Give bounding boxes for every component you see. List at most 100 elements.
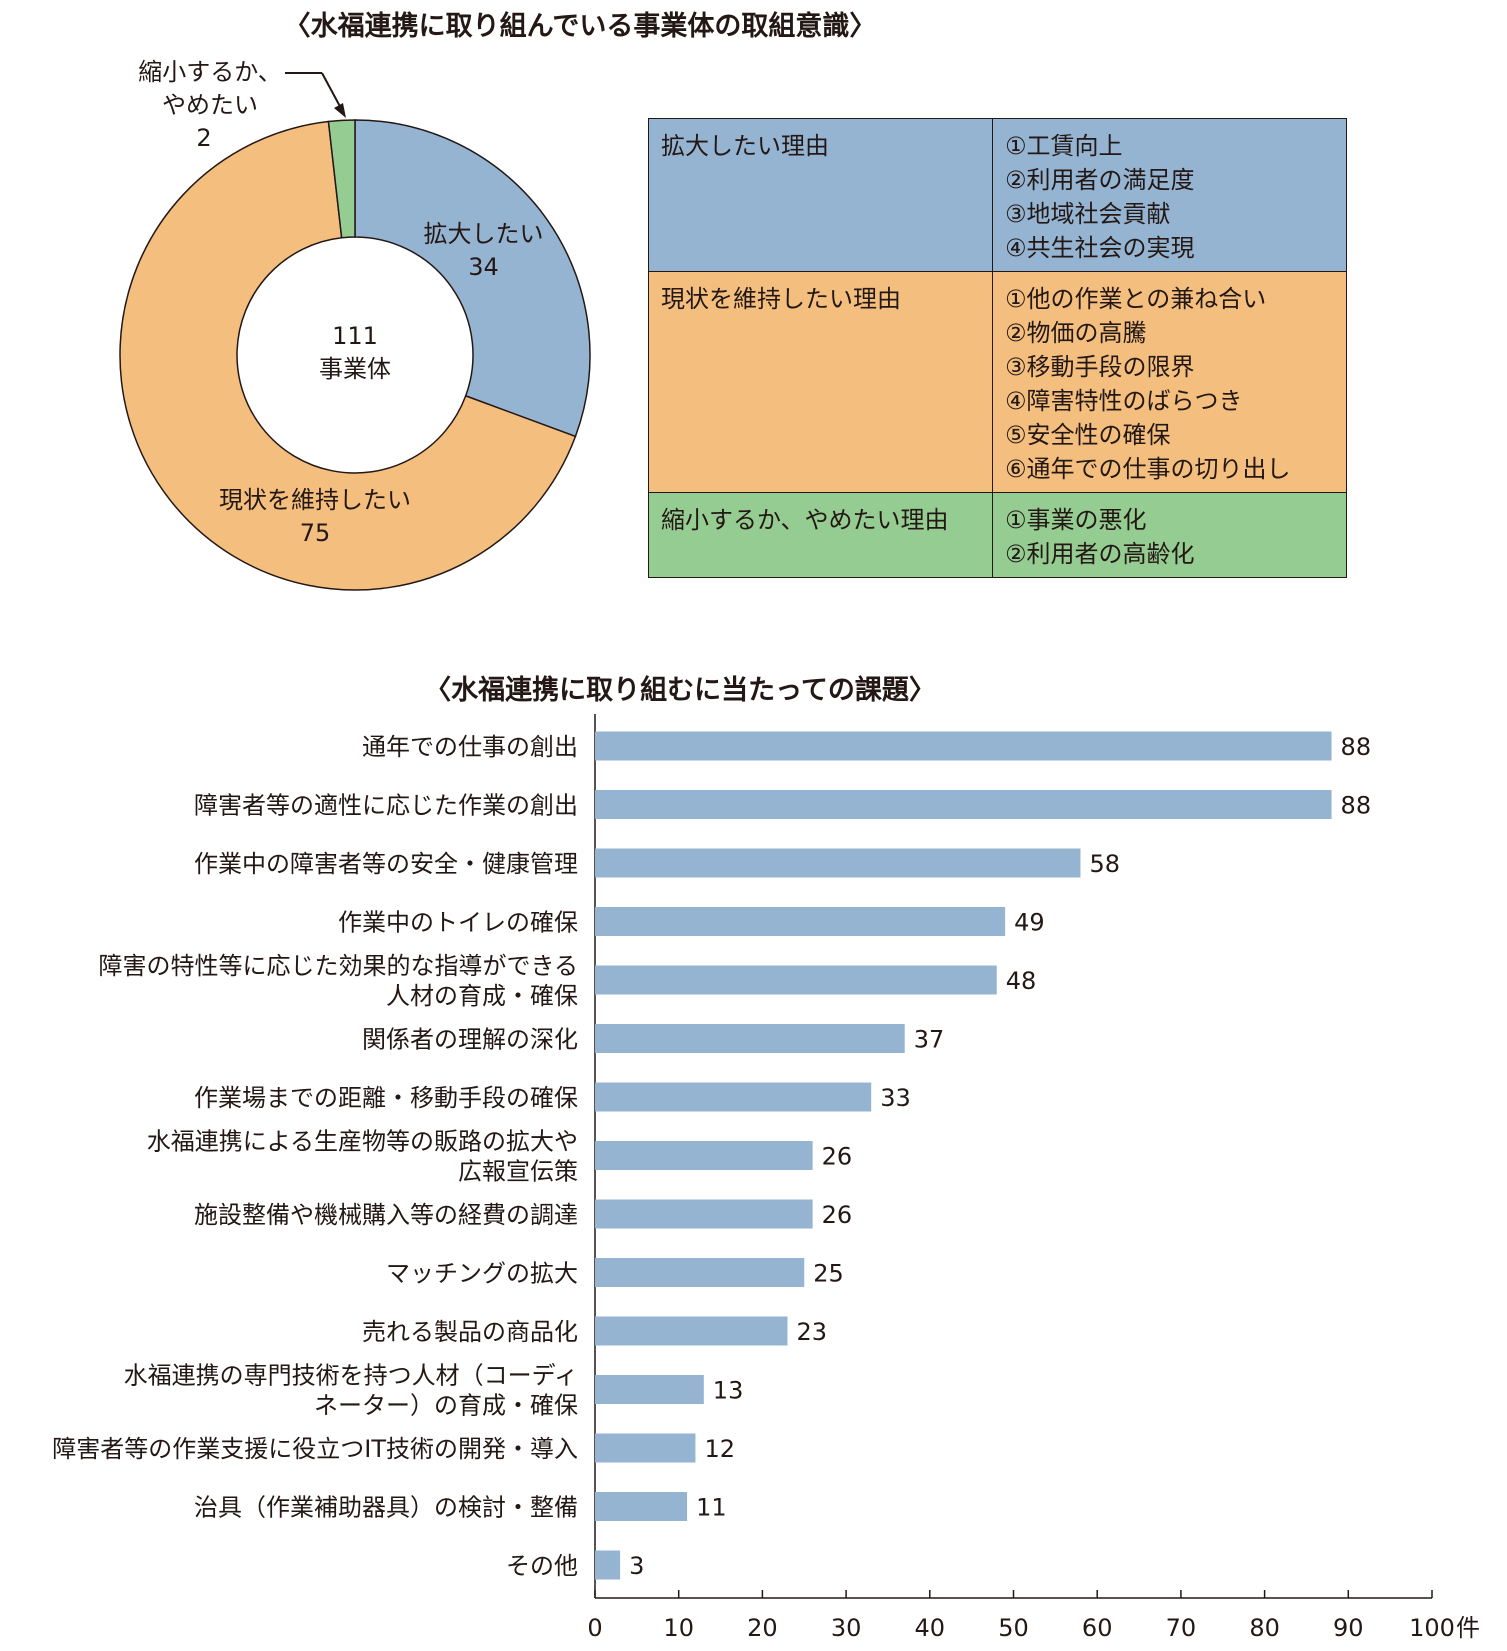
category-label: 作業場までの距離・移動手段の確保 — [194, 1084, 578, 1112]
reason-item: ②利用者の満足度 — [1005, 166, 1195, 194]
reasons-row-expand: 拡大したい理由 ①工賃向上 ②利用者の満足度 ③地域社会貢献 ④共生社会の実現 — [648, 118, 1347, 272]
bar-chart: 0 10 20 30 40 50 60 70 80 90 100 件 88 通年での仕事の創出 88 障害者等… — [52, 714, 1480, 1642]
slice-label-expand: 拡大したい 34 — [396, 218, 571, 284]
reason-item: ②利用者の高齢化 — [1005, 540, 1195, 568]
reason-item: ③移動手段の限界 — [1005, 353, 1195, 381]
bar — [595, 848, 1081, 878]
reason-item: ①他の作業との兼ね合い — [1005, 285, 1267, 313]
bar-value-label: 23 — [797, 1318, 828, 1346]
reason-item: ⑥通年での仕事の切り出し — [1005, 455, 1291, 483]
reasons-row-maintain: 現状を維持したい理由 ①他の作業との兼ね合い ②物価の高騰 ③移動手段の限界 ④障害特性… — [648, 271, 1347, 493]
bar-value-label: 25 — [813, 1260, 844, 1288]
donut-slice-expand — [354, 119, 591, 438]
bar-chart-title: 〈水福連携に取り組むに当たっての課題〉 — [424, 675, 936, 706]
x-tick-label: 90 — [1333, 1614, 1364, 1642]
donut-chart — [119, 72, 591, 591]
reason-item: ④障害特性のばらつき — [1005, 387, 1243, 415]
category-label: 通年での仕事の創出 — [362, 733, 578, 761]
slice-label-shrink-line1: 縮小するか、 — [138, 58, 282, 86]
x-tick-label: 60 — [1082, 1614, 1113, 1642]
category-label: 障害者等の適性に応じた作業の創出 — [194, 792, 578, 820]
category-label: その他 — [506, 1552, 578, 1580]
donut-slice-shrink — [327, 119, 356, 239]
reason-item: ③地域社会貢献 — [1005, 200, 1171, 228]
category-label: 作業中の障害者等の安全・健康管理 — [194, 850, 578, 878]
x-tick-label: 0 — [587, 1614, 602, 1642]
bar-value-label: 58 — [1089, 850, 1120, 878]
donut-slice-maintain — [119, 120, 577, 591]
category-label: 治具（作業補助器具）の検討・整備 — [194, 1494, 578, 1522]
bar-value-label: 13 — [713, 1377, 744, 1405]
bar-value-label: 26 — [822, 1201, 853, 1229]
category-label: 障害者等の作業支援に役立つIT技術の開発・導入 — [52, 1435, 578, 1463]
bar — [595, 1199, 813, 1229]
bar — [595, 1316, 788, 1346]
donut-center-label: 111 事業体 — [300, 320, 410, 386]
x-tick-label: 80 — [1249, 1614, 1280, 1642]
category-label: 広報宣伝策 — [458, 1158, 578, 1186]
slice-label-shrink-line2: やめたい — [162, 91, 258, 119]
bar — [595, 1375, 704, 1404]
shrink-callout-arrowhead — [334, 103, 346, 118]
category-label: マッチングの拡大 — [386, 1260, 578, 1288]
bar-value-label: 33 — [880, 1084, 911, 1112]
bar — [595, 1492, 688, 1521]
x-tick-label: 20 — [747, 1614, 778, 1642]
bar-value-label: 11 — [696, 1494, 727, 1522]
bar — [595, 731, 1332, 761]
category-label: ネーター）の育成・確保 — [314, 1392, 578, 1420]
category-label: 人材の育成・確保 — [386, 982, 578, 1010]
bar-value-label: 88 — [1341, 733, 1372, 761]
x-tick-label: 10 — [663, 1614, 694, 1642]
donut-center-total: 111 — [332, 322, 378, 350]
bar-value-label: 26 — [822, 1143, 853, 1171]
category-label: 関係者の理解の深化 — [362, 1026, 578, 1054]
bar-value-label: 48 — [1006, 967, 1037, 995]
bar-value-label: 37 — [914, 1026, 945, 1054]
reasons-heading: 現状を維持したい理由 — [648, 271, 993, 493]
reasons-list: ①他の作業との兼ね合い ②物価の高騰 ③移動手段の限界 ④障害特性のばらつき ⑤安全性の… — [992, 271, 1347, 493]
slice-label-maintain-value: 75 — [299, 519, 331, 547]
reason-item: ①工賃向上 — [1005, 132, 1123, 160]
reason-item: ④共生社会の実現 — [1005, 234, 1195, 262]
x-axis-unit: 件 — [1456, 1614, 1480, 1642]
category-label: 施設整備や機械購入等の経費の調達 — [194, 1201, 578, 1229]
slice-label-expand-name: 拡大したい — [423, 220, 544, 248]
reasons-list: ①工賃向上 ②利用者の満足度 ③地域社会貢献 ④共生社会の実現 — [992, 118, 1347, 272]
slice-label-maintain-name: 現状を維持したい — [219, 486, 411, 514]
reasons-row-shrink: 縮小するか、やめたい理由 ①事業の悪化 ②利用者の高齢化 — [648, 492, 1347, 578]
bar-value-label: 88 — [1341, 792, 1372, 820]
bar — [595, 790, 1332, 819]
reasons-list: ①事業の悪化 ②利用者の高齢化 — [992, 492, 1347, 578]
bar — [595, 1433, 696, 1463]
bar-value-label: 49 — [1014, 909, 1045, 937]
reason-item: ⑤安全性の確保 — [1005, 421, 1171, 449]
x-tick-label: 40 — [915, 1614, 946, 1642]
reason-item: ①事業の悪化 — [1005, 506, 1147, 534]
bar — [595, 1082, 872, 1112]
category-label: 水福連携による生産物等の販路の拡大や — [147, 1128, 578, 1156]
slice-label-shrink: 縮小するか、 やめたい 2 — [100, 56, 320, 155]
bar — [595, 1258, 805, 1287]
category-label: 売れる製品の商品化 — [362, 1318, 578, 1346]
reasons-heading: 縮小するか、やめたい理由 — [648, 492, 993, 578]
bar — [595, 1141, 813, 1170]
bar — [595, 1024, 905, 1053]
x-tick-label: 50 — [998, 1614, 1029, 1642]
donut-center-unit: 事業体 — [319, 355, 391, 383]
slice-label-expand-value: 34 — [468, 253, 499, 281]
x-tick-label: 30 — [831, 1614, 862, 1642]
slice-label-maintain: 現状を維持したい 75 — [190, 484, 440, 550]
category-label: 障害の特性等に応じた効果的な指導ができる — [98, 952, 578, 980]
bar-value-label: 3 — [629, 1552, 644, 1580]
reasons-heading: 拡大したい理由 — [648, 118, 993, 272]
x-tick-label: 100 — [1409, 1614, 1455, 1642]
bar — [595, 1550, 621, 1580]
x-tick-label: 70 — [1166, 1614, 1197, 1642]
category-label: 水福連携の専門技術を持つ人材（コーディ — [124, 1362, 578, 1390]
slice-label-shrink-value: 2 — [196, 124, 212, 152]
category-label: 作業中のトイレの確保 — [338, 909, 578, 937]
donut-chart-title: 〈水福連携に取り組んでいる事業体の取組意識〉 — [283, 11, 877, 42]
reasons-table: 拡大したい理由 ①工賃向上 ②利用者の満足度 ③地域社会貢献 ④共生社会の実現 現状を維持… — [648, 118, 1347, 578]
bar — [595, 907, 1006, 936]
